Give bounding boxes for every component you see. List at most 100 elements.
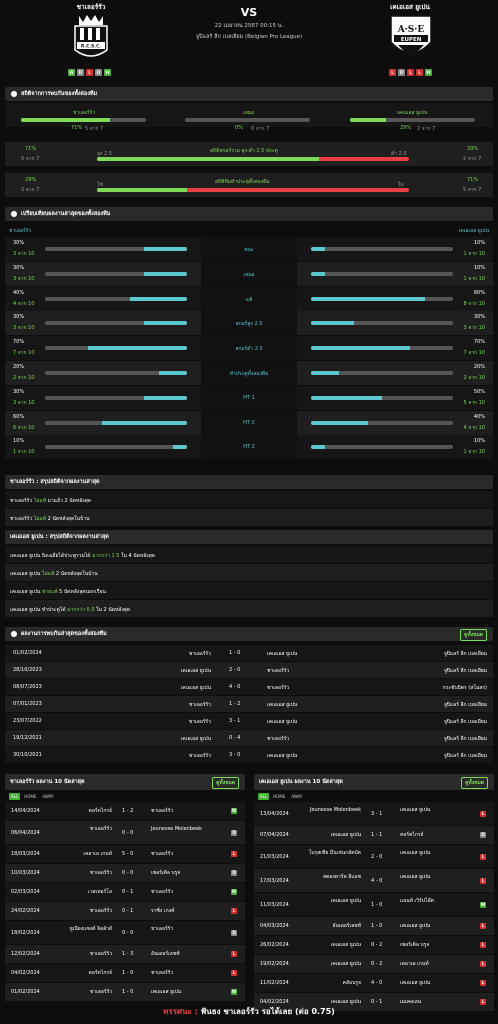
compare-away-count: 4 จาก 10 <box>463 424 486 431</box>
compare-row: 70% 7 จาก 10 สกอร์ต่ำ 2.5 70% 7 จาก 10 <box>5 336 493 361</box>
compare-home-pct: 10% <box>13 438 25 445</box>
summary-suffix: 2 นัดหลังสุดในบ้าน <box>46 516 90 522</box>
form-match-row[interactable]: 07/04/2024 เคเอเอส ยูเปน 1 - 1 คอร์ทไกรจ์ D <box>254 826 494 844</box>
form-match-row[interactable]: 06/04/2024 ชาเลอร์รัว 0 - 0 Jeunesse Molenb… <box>5 821 245 844</box>
h2h-row[interactable]: 30/10/2021 ชาเลอร์รัว 3 - 0 เคเอเอส ยูเปน จู… <box>5 747 493 763</box>
match-date: 10/03/2024 <box>11 870 40 876</box>
score: 1 - 0 <box>122 970 134 976</box>
tab-away[interactable]: AWAY <box>291 794 303 799</box>
view-all-button[interactable]: ดูทั้งหมด <box>212 777 239 789</box>
compare-away-pct: 40% <box>473 413 485 420</box>
form-match-row[interactable]: 14/04/2024 คอร์ทไกรจ์ 1 - 2 ชาเลอร์รัว W <box>5 802 245 820</box>
score: 4 - 0 <box>371 980 383 986</box>
score: 2 - 0 <box>371 853 383 860</box>
prediction-label: ทรรศนะ : <box>163 1007 198 1016</box>
form-match-row[interactable]: 10/03/2024 ชาเลอร์รัว 0 - 0 เซอร์เคิล บรูจ D <box>5 864 245 882</box>
score: 0 - 2 <box>371 942 383 948</box>
away-team-name[interactable]: เคเอเอส ยูเปน <box>390 3 430 11</box>
form-match-row[interactable]: 17/03/2024 สตองดาร์ด ลีแอช 4 - 0 เคเอเอส ยู… <box>254 869 494 892</box>
match-date: 12/02/2024 <box>11 951 40 957</box>
view-all-button[interactable]: ดูทั้งหมด <box>461 777 488 789</box>
result-badge: D <box>480 832 486 838</box>
home-team: ชาเลอร์รัว <box>188 753 211 759</box>
away-last10-header: เคเอเอส ยูเปน ผลงาน 10 นัดล่าสุด ดูทั้งห… <box>254 774 494 790</box>
btts-bar <box>97 188 409 192</box>
home-team: คลับบรูจ <box>342 980 361 986</box>
form-match-row[interactable]: 13/04/2024 Jeunesse Molenbeek 3 - 1 เคเอเอส… <box>254 802 494 825</box>
result-badge: W <box>231 989 237 995</box>
away-team: เคเอเอส ยูเปน <box>267 753 298 759</box>
away-team: อันเดอร์เลชท์ <box>151 951 180 957</box>
score: 5 - 0 <box>122 851 134 857</box>
compare-home-count: 3 จาก 10 <box>13 251 35 257</box>
tab-away[interactable]: AWAY <box>42 794 54 799</box>
tab-home[interactable]: HOME <box>273 794 286 799</box>
score: 1 - 0 <box>371 923 383 929</box>
form-match-row[interactable]: 11/02/2024 คลับบรูจ 4 - 0 เคเอเอส ยูเปน L <box>254 974 494 992</box>
h2h-row[interactable]: 07/01/2023 ชาเลอร์รัว 1 - 2 เคเอเอส ยูเปน จู… <box>5 696 493 712</box>
compare-label: HT 1 <box>243 394 255 401</box>
result-badge: L <box>231 908 237 914</box>
view-all-button[interactable]: ดูทั้งหมด <box>460 629 487 641</box>
form-match-row[interactable]: 04/02/2024 เคเอเอส ยูเปน 0 - 1 เมเคอเลน L <box>254 993 494 1011</box>
match-date: 08/07/2023 <box>13 684 42 690</box>
away-team: ราซิ่ง เกงค์ <box>151 908 175 914</box>
score: 0 - 4 <box>229 735 241 741</box>
h2h-row[interactable]: 23/07/2022 ชาเลอร์รัว 3 - 1 เคเอเอส ยูเปน จู… <box>5 713 493 729</box>
match-date: 14/04/2024 <box>11 808 40 814</box>
h2h-row[interactable]: 01/02/2024 ชาเลอร์รัว 1 - 0 เคเอเอส ยูเปน จู… <box>5 645 493 661</box>
form-match-row[interactable]: 04/03/2024 อันเดอร์เลชท์ 1 - 0 เคเอเอส ยูเป… <box>254 917 494 935</box>
match-date: 18/02/2024 <box>11 929 40 936</box>
match-date: 28/10/2023 <box>13 667 42 673</box>
compare-home-bar <box>45 271 187 276</box>
compare-away-count: 1 จาก 10 <box>463 251 486 257</box>
form-match-row[interactable]: 26/02/2024 เคเอเอส ยูเปน 0 - 2 เซอร์เคิล บร… <box>254 936 494 954</box>
compare-label-bg <box>201 237 297 261</box>
away-team: ชาเลอร์รัว <box>151 851 174 857</box>
form-match-row[interactable]: 02/03/2024 เวสเทอร์โล 0 - 1 ชาเลอร์รัว W <box>5 883 245 901</box>
away-team: เมเคอเลน <box>400 999 422 1005</box>
compare-away-bar <box>311 271 453 276</box>
form-match-row[interactable]: 04/02/2024 คอร์ทไกรจ์ 1 - 0 ชาเลอร์รัว L <box>5 964 245 982</box>
h2h-row[interactable]: 08/07/2023 เคเอเอส ยูเปน 4 - 0 ชาเลอร์รัว กร… <box>5 679 493 695</box>
form-match-row[interactable]: 12/02/2024 ชาเลอร์รัว 1 - 3 อันเดอร์เลชท์ L <box>5 945 245 963</box>
tab-all[interactable]: ALL <box>9 793 21 800</box>
form-match-row[interactable]: 01/02/2024 ชาเลอร์รัว 1 - 0 เคเอเอส ยูเปน W <box>5 983 245 1001</box>
form-match-row[interactable]: 21/03/2024 โบรุสเซีย มึนเช่นกลัดบัค 2 - 0 เ… <box>254 845 494 868</box>
home-win-label: ชาเลอร์รัว <box>73 110 96 116</box>
score: 4 - 0 <box>371 877 383 884</box>
summary-prefix: เคเอเอส ยูเปน ทำประตูได้ <box>10 607 68 613</box>
h2h-row[interactable]: 28/10/2023 เคเอเอส ยูเปน 2 - 0 ชาเลอร์รัว จู… <box>5 662 493 678</box>
form-match-row[interactable]: 19/02/2024 เคเอเอส ยูเปน 0 - 2 เคอาเอ เกนท์… <box>254 955 494 973</box>
compare-away-count: 1 จาก 10 <box>463 449 486 456</box>
score: 1 - 2 <box>229 701 241 707</box>
score: 0 - 2 <box>371 961 383 967</box>
form-match-row[interactable]: 24/02/2024 ชาเลอร์รัว 0 - 1 ราซิ่ง เกงค์ L <box>5 902 245 920</box>
home-team-name[interactable]: ชาเลอร์รัว <box>76 3 106 11</box>
away-team-logo: A·S·E EUPEN <box>388 12 434 64</box>
form-badge: D <box>77 69 84 76</box>
tab-home[interactable]: HOME <box>24 794 37 799</box>
home-summary-header: ชาเลอร์รัว : สรุปสถิติจากผลงานล่าสุด <box>5 475 493 489</box>
svg-text:EUPEN: EUPEN <box>401 37 422 43</box>
compare-away-count: 7 จาก 10 <box>463 350 486 357</box>
compare-away-pct: 20% <box>473 364 485 370</box>
compare-home-pct: 60% <box>13 413 25 420</box>
compare-away-bar <box>311 247 453 251</box>
form-match-row[interactable]: 11/03/2024 เคเอเอส ยูเปน 1 - 0 แอนท์ เวิร์ป… <box>254 893 494 916</box>
form-match-row[interactable]: 18/03/2024 เคอาเอ เกนท์ 5 - 0 ชาเลอร์รัว L <box>5 845 245 863</box>
away-team: เคอาเอ เกนท์ <box>400 961 429 967</box>
h2h-stats-header: สถิติจากการพบกันของทั้งสองทีม <box>5 87 493 101</box>
home-team: เคเอเอส ยูเปน <box>180 668 211 674</box>
away-team: Jeunesse Molenbeek <box>151 826 203 832</box>
compare-home-pct: 30% <box>13 314 25 321</box>
away-win-count: 2 จาก 7 <box>417 126 436 132</box>
tab-all[interactable]: ALL <box>258 793 270 800</box>
h2h-results-section: ผลงานการพบกันล่าสุดของทั้งสองทีม ดูทั้งห… <box>5 627 493 763</box>
h2h-row[interactable]: 19/12/2021 เคเอเอส ยูเปน 0 - 4 ชาเลอร์รัว จู… <box>5 730 493 746</box>
summary-text: ชาเลอร์รัว ไม่แพ้ 2 นัดหลังสุดในบ้าน <box>10 515 89 523</box>
form-match-row[interactable]: 18/02/2024 ยูเนียงแซงต์ จิลลัวส์ 0 - 0 ชาเล… <box>5 921 245 944</box>
compare-away-name: เคเอเอส ยูเปน <box>458 228 489 234</box>
